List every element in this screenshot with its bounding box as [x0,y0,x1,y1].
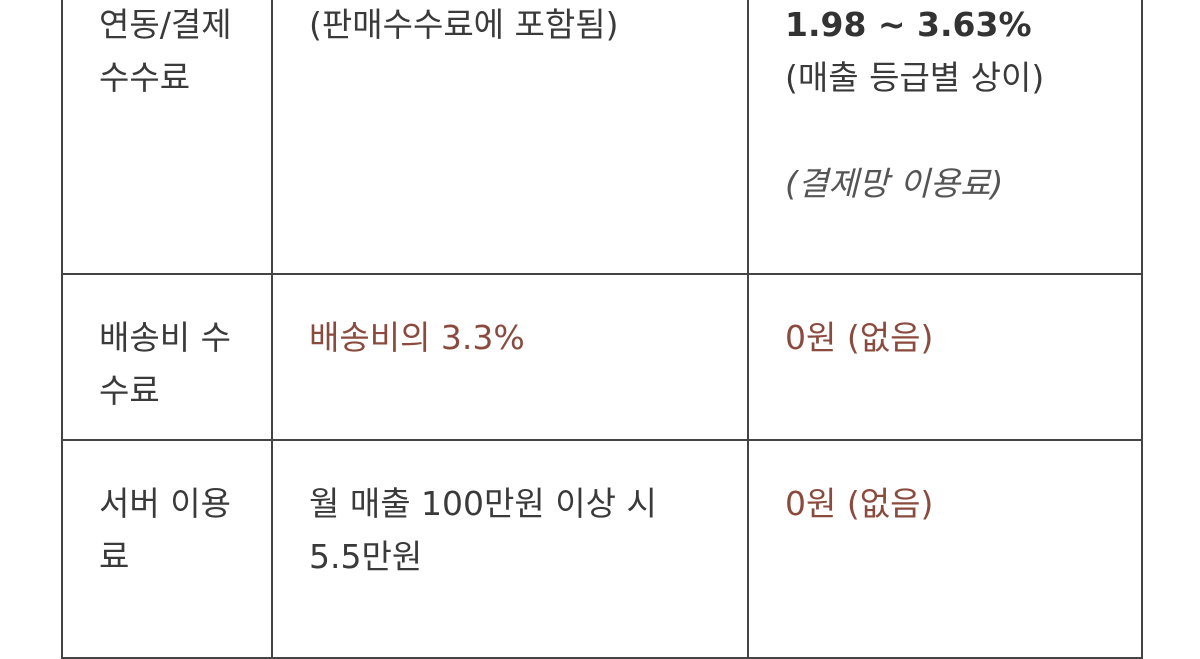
table-row: 연동/결제수수료 (판매수수료에 포함됨) 1.98 ~ 3.63% (매출 등… [61,0,1143,275]
fee-comparison-table: 연동/결제수수료 (판매수수료에 포함됨) 1.98 ~ 3.63% (매출 등… [61,0,1143,659]
cell-value: 1.98 ~ 3.63% (매출 등급별 상이) (결제망 이용료) [747,0,1143,275]
cell-value: 월 매출 100만원 이상 시 5.5만원 [271,439,749,659]
cell-value: 0원 (없음) [747,439,1143,659]
table-row: 서버 이용료 월 매출 100만원 이상 시 5.5만원 0원 (없음) [61,439,1143,659]
cell-value: (판매수수료에 포함됨) [271,0,749,275]
cell-value: 배송비의 3.3% [271,273,749,441]
row-label: 배송비 수수료 [61,273,273,441]
fee-range: 1.98 ~ 3.63% [785,5,1032,44]
fee-note: (매출 등급별 상이) [785,58,1045,97]
row-label: 서버 이용료 [61,439,273,659]
fee-footnote: (결제망 이용료) [785,164,1004,203]
row-label: 연동/결제수수료 [61,0,273,275]
cell-value: 0원 (없음) [747,273,1143,441]
table-row: 배송비 수수료 배송비의 3.3% 0원 (없음) [61,273,1143,441]
